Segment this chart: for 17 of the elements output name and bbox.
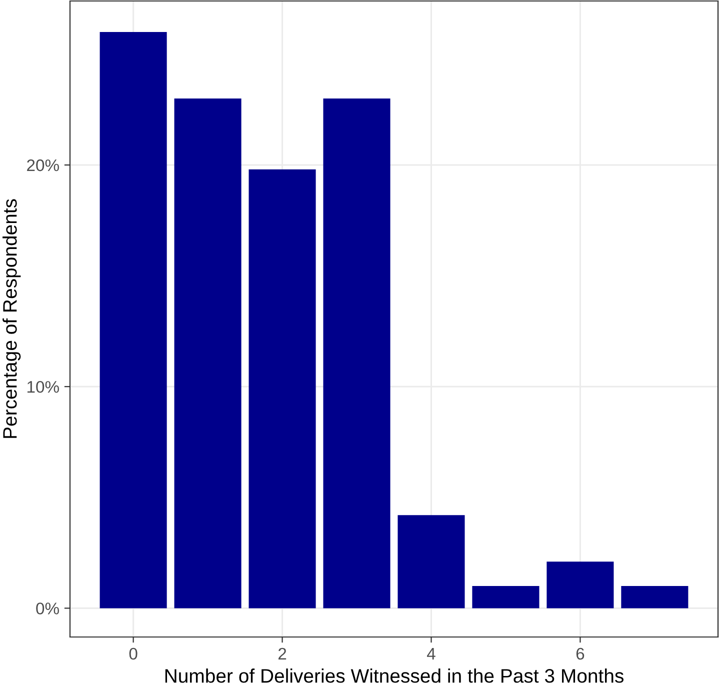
x-tick-label: 6 xyxy=(576,648,584,660)
x-axis-title: Number of Deliveries Witnessed in the Past 3 Months xyxy=(165,668,624,683)
x-tick-label: 0 xyxy=(129,648,138,660)
y-tick-label: 10% xyxy=(27,380,59,393)
bar xyxy=(174,98,242,608)
bar xyxy=(248,169,316,608)
bar xyxy=(546,562,614,608)
y-tick-label: 20% xyxy=(27,159,59,172)
x-tick-label: 4 xyxy=(426,648,436,660)
bar xyxy=(472,586,540,608)
bar xyxy=(323,98,390,608)
y-tick-label: 0% xyxy=(36,602,59,614)
bar xyxy=(100,32,167,608)
bar xyxy=(398,515,465,608)
bar xyxy=(621,586,688,608)
y-axis-title: Percentage of Respondents xyxy=(2,199,21,438)
x-tick-label: 2 xyxy=(278,648,286,660)
